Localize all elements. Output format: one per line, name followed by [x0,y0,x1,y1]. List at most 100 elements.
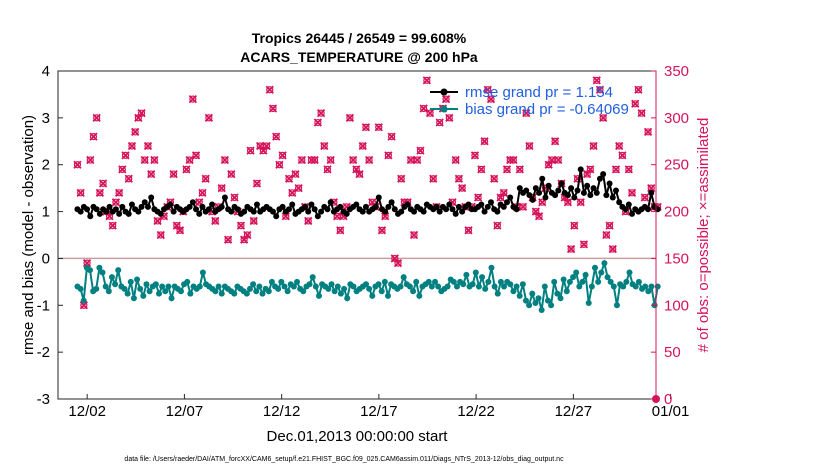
rmse-point [308,201,315,208]
obs-possible-point [73,161,82,169]
obs-assimilated-point [98,179,108,188]
rmse-point [478,201,485,208]
bias-point [378,288,385,295]
y-tick-label: -3 [37,391,50,408]
rmse-point [385,203,392,210]
obs-assimilated-point [544,160,553,169]
obs-assimilated-point [480,137,489,146]
obs-assimilated-point [406,155,415,165]
rmse-point [125,210,132,217]
bias-point [557,295,564,302]
bias-point [620,283,627,290]
rmse-point [241,208,248,215]
obs-assimilated-point [143,141,153,151]
obs-possible-point [262,142,271,150]
obs-assimilated-point [592,76,601,85]
obs-assimilated-point [361,123,371,132]
obs-assimilated-point [262,141,271,151]
bias-point [294,278,301,285]
legend-rmse-marker [440,88,448,96]
bias-point [93,285,100,292]
bias-point [450,278,457,285]
obs-assimilated-point [348,155,358,165]
obs-possible-point [570,222,578,230]
obs-possible-point [150,156,158,164]
obs-assimilated-point [147,169,156,179]
y2-tick-label: 0 [664,391,672,408]
obs-possible-point [349,156,357,164]
obs-assimilated-point [425,109,435,118]
bias-point [516,292,523,299]
rmse-point [465,201,472,208]
obs-assimilated-point [188,94,197,104]
obs-assimilated-point [451,155,460,165]
obs-possible-point [86,156,94,164]
bias-point [187,290,194,297]
obs-assimilated-point [89,132,98,141]
rmse-point [587,192,594,199]
bias-point [168,295,175,302]
rmse-point [443,206,450,213]
obs-possible-point [634,86,643,94]
bias-point [259,290,266,297]
obs-assimilated-point [153,216,162,226]
bias-point [551,278,558,285]
rmse-point [87,213,94,220]
bias-point [243,290,250,297]
rmse-point [420,208,427,215]
chart-subtitle: ACARS_TEMPERATURE @ 200 hPa [240,49,478,65]
bias-point [334,283,341,290]
bias-point [155,290,162,297]
obs-possible-point [458,184,466,192]
bias-point [381,278,388,285]
rmse-point [112,206,119,213]
bias-point [444,283,451,290]
bias-point [607,278,614,285]
rmse-point [375,194,382,201]
obs-possible-point [125,175,133,183]
obs-assimilated-point [454,174,464,183]
legend: rmse grand pr = 1.154 bias grand pr = -0… [430,84,629,118]
bias-point [281,283,288,290]
bias-point [566,278,573,285]
rmse-point [286,206,293,213]
obs-assimilated-point [441,94,451,104]
rmse-point [84,206,91,213]
bias-point [576,283,583,290]
rmse-point [209,201,216,208]
obs-count-series [73,76,662,403]
obs-possible-point [285,175,293,183]
obs-possible-point [525,142,534,150]
obs-assimilated-point [259,146,268,155]
obs-assimilated-point [618,151,627,160]
obs-possible-point [545,161,553,169]
obs-assimilated-point [470,151,480,160]
y-axis-label: rmse and bias (model - observation) [20,115,37,355]
bias-point [548,302,555,309]
bias-point [162,288,169,295]
rmse-point [186,203,193,210]
bias-point [86,267,93,274]
rmse-point [327,199,334,206]
rmse-point [106,203,113,210]
obs-assimilated-point [582,169,592,179]
plot-area [58,71,656,399]
obs-assimilated-point [252,179,262,188]
obs-possible-point [551,137,559,145]
bias-point [108,274,115,281]
obs-assimilated-point [416,146,425,155]
obs-possible-point [554,156,562,164]
rmse-point [507,194,514,201]
bias-point [137,285,144,292]
obs-assimilated-point [288,188,297,197]
obs-assimilated-point [554,155,563,165]
obs-assimilated-point [182,165,191,174]
obs-possible-point [192,151,200,159]
rmse-point [196,210,203,217]
bias-point [425,278,432,285]
obs-possible-point [298,156,306,164]
bias-point [384,292,391,299]
y2-tick-label: 300 [664,110,689,127]
rmse-point [494,208,501,215]
x-tick-label: 12/22 [457,403,495,420]
